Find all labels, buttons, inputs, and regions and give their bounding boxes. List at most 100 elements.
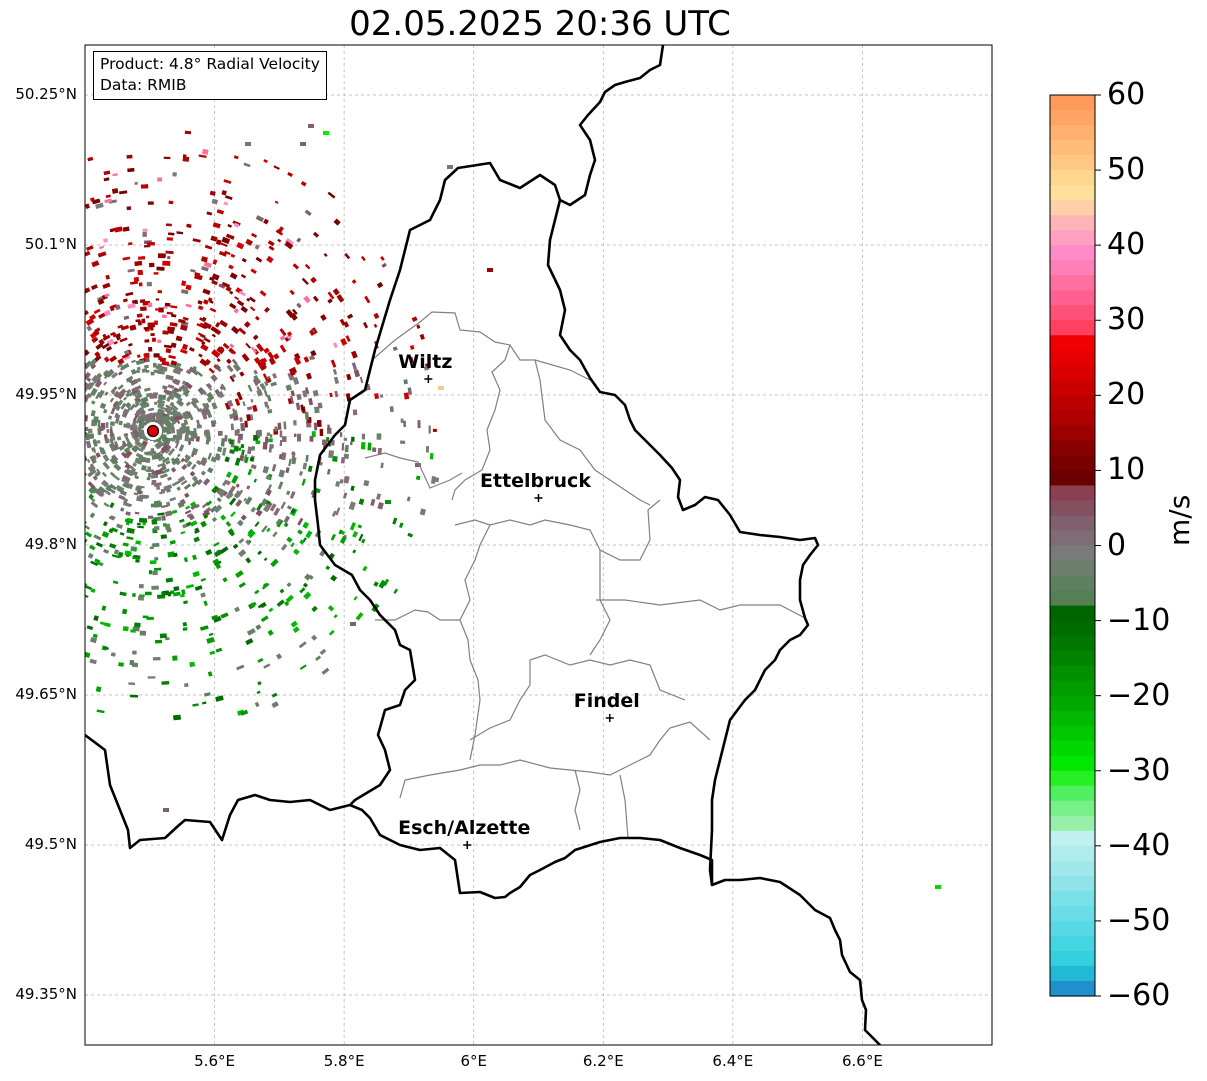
echo-pixel bbox=[341, 442, 345, 451]
colorbar-segment bbox=[1050, 725, 1095, 742]
echo-pixel bbox=[168, 232, 175, 236]
echo-pixel bbox=[151, 471, 156, 476]
echo-pixel bbox=[162, 590, 170, 596]
echo-pixel bbox=[373, 581, 379, 587]
echo-pixel bbox=[350, 622, 356, 626]
echo-pixel bbox=[219, 319, 228, 328]
echo-pixel bbox=[309, 329, 315, 336]
echo-pixel bbox=[205, 432, 211, 439]
echo-pixel bbox=[285, 467, 290, 474]
echo-pixel bbox=[89, 512, 96, 519]
echo-pixel bbox=[268, 607, 274, 613]
echo-pixel bbox=[438, 386, 444, 390]
echo-pixel bbox=[119, 489, 125, 494]
echo-pixel bbox=[110, 527, 118, 533]
colorbar-segment bbox=[1050, 275, 1095, 291]
echo-pixel bbox=[250, 268, 257, 274]
echo-pixel bbox=[400, 418, 404, 423]
echo-pixel bbox=[280, 452, 287, 461]
echo-pixel bbox=[274, 426, 278, 432]
echo-pixel bbox=[299, 587, 306, 594]
echo-pixel bbox=[102, 521, 108, 527]
echo-pixel bbox=[261, 582, 270, 590]
echo-pixel bbox=[177, 386, 184, 393]
echo-pixel bbox=[127, 303, 136, 309]
echo-pixel bbox=[90, 387, 98, 397]
echo-pixel bbox=[415, 463, 421, 467]
echo-pixel bbox=[271, 701, 279, 708]
echo-pixel bbox=[157, 512, 165, 516]
colorbar-segment bbox=[1050, 380, 1095, 396]
colorbar-segment bbox=[1050, 515, 1095, 532]
echo-pixel bbox=[102, 454, 110, 462]
colorbar-segment bbox=[1050, 635, 1095, 652]
echo-pixel bbox=[232, 409, 238, 416]
echo-pixel bbox=[327, 291, 335, 300]
echo-pixel bbox=[190, 400, 198, 409]
echo-pixel bbox=[189, 661, 196, 668]
echo-pixel bbox=[162, 330, 169, 335]
echo-pixel bbox=[78, 455, 83, 463]
echo-pixel bbox=[127, 423, 131, 429]
echo-pixel bbox=[419, 508, 427, 516]
echo-pixel bbox=[214, 364, 221, 371]
echo-pixel bbox=[86, 458, 91, 464]
echo-pixel bbox=[186, 521, 192, 527]
echo-pixel bbox=[302, 521, 310, 529]
echo-pixel bbox=[85, 287, 91, 294]
echo-pixel bbox=[141, 465, 147, 471]
echo-pixel bbox=[134, 622, 141, 628]
echo-pixel bbox=[111, 372, 118, 379]
echo-pixel bbox=[109, 438, 114, 445]
echo-pixel bbox=[303, 591, 312, 600]
colorbar-segment bbox=[1050, 95, 1095, 111]
echo-pixel bbox=[186, 513, 193, 518]
echo-pixel bbox=[135, 415, 142, 424]
echo-pixel bbox=[340, 456, 346, 464]
colorbar-segment bbox=[1050, 800, 1095, 817]
echo-pixel bbox=[129, 465, 134, 470]
echo-pixel bbox=[99, 402, 107, 410]
echo-pixel bbox=[154, 440, 164, 450]
colorbar-segment bbox=[1050, 875, 1095, 892]
echo-pixel bbox=[192, 238, 201, 243]
echo-pixel bbox=[360, 255, 366, 262]
echo-pixel bbox=[225, 521, 232, 527]
echo-pixel bbox=[276, 653, 282, 660]
echo-pixel bbox=[153, 482, 159, 487]
echo-pixel bbox=[137, 595, 145, 601]
echo-pixel bbox=[271, 692, 278, 698]
echo-pixel bbox=[110, 652, 116, 657]
echo-pixel bbox=[227, 223, 233, 228]
echo-pixel bbox=[152, 543, 160, 548]
echo-pixel bbox=[249, 296, 256, 303]
echo-pixel bbox=[134, 457, 143, 465]
echo-pixel bbox=[110, 515, 116, 520]
echo-pixel bbox=[171, 480, 181, 487]
echo-pixel bbox=[236, 299, 245, 307]
echo-pixel bbox=[335, 480, 341, 488]
colorbar-segment bbox=[1050, 140, 1095, 156]
echo-pixel bbox=[131, 359, 136, 364]
echo-pixel bbox=[137, 525, 144, 529]
colorbar-segment bbox=[1050, 425, 1095, 441]
echo-pixel bbox=[135, 559, 140, 563]
city-marker bbox=[605, 714, 614, 722]
echo-pixel bbox=[410, 356, 414, 364]
echo-pixel bbox=[229, 449, 235, 454]
colorbar-segment bbox=[1050, 230, 1095, 246]
echo-pixel bbox=[127, 377, 133, 383]
echo-pixel bbox=[93, 416, 99, 423]
echo-pixel bbox=[132, 429, 140, 438]
echo-pixel bbox=[300, 404, 305, 412]
city-marker bbox=[463, 841, 472, 849]
echo-pixel bbox=[156, 266, 165, 271]
echo-pixel bbox=[210, 235, 218, 242]
echo-pixel bbox=[135, 319, 141, 323]
echo-pixel bbox=[123, 349, 130, 356]
echo-pixel bbox=[344, 252, 351, 260]
colorbar-segment bbox=[1050, 155, 1095, 171]
echo-pixel bbox=[320, 314, 327, 321]
echo-pixel bbox=[177, 475, 186, 483]
echo-pixel bbox=[400, 440, 406, 444]
